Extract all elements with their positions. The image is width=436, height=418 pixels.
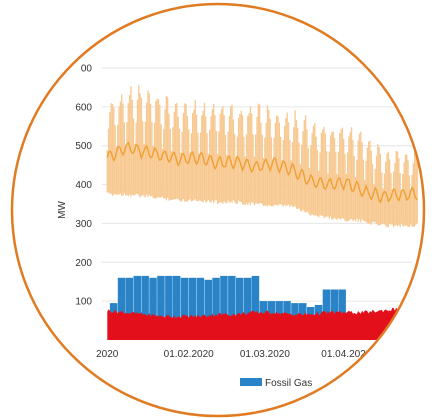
fossil-gas-bar: [133, 275, 141, 340]
fossil-gas-bar: [212, 277, 220, 340]
legend-swatch-fossil-gas: [240, 378, 262, 386]
circular-frame-ring: [10, 2, 426, 418]
fossil-gas-bar: [157, 275, 165, 340]
y-tick-labels: 100 200 300 400 500 600 00: [75, 64, 92, 308]
fossil-gas-bar: [188, 277, 197, 340]
y-tick-label: 200: [75, 258, 92, 269]
y-axis-title: MW: [57, 201, 68, 219]
fossil-gas-bar: [125, 277, 134, 340]
fossil-gas-bar: [228, 275, 236, 340]
fossil-gas-bar: [117, 277, 126, 340]
fossil-gas-bar: [204, 279, 212, 340]
fossil-gas-bar: [196, 277, 205, 340]
fossil-gas-bar: [236, 277, 244, 340]
fossil-gas-bar: [165, 275, 173, 340]
fossil-gas-bar: [243, 277, 252, 340]
y-tick-label: 00: [81, 64, 93, 75]
range-band-layer: [106, 85, 418, 228]
average-line: [106, 141, 418, 204]
fossil-gas-bar: [220, 275, 228, 340]
red-series-area: [107, 306, 415, 340]
y-tick-label: 500: [75, 141, 92, 152]
x-tick-label: 2020: [96, 349, 119, 360]
fossil-gas-bar: [180, 277, 189, 340]
legend: Fossil Gas: [240, 378, 312, 389]
legend-label-fossil-gas: Fossil Gas: [265, 378, 312, 389]
y-tick-label: 300: [75, 219, 92, 230]
x-tick-labels: 2020 01.02.2020 01.03.2020 01.04.2020: [96, 349, 372, 360]
fossil-gas-bar: [172, 275, 181, 340]
fossil-gas-bar: [251, 275, 260, 340]
red-series-layer: [107, 306, 415, 340]
y-tick-label: 600: [75, 102, 92, 113]
y-tick-label: 400: [75, 180, 92, 191]
fossil-gas-bar: [149, 277, 157, 340]
y-tick-label: 100: [75, 297, 92, 308]
fossil-gas-bar: [141, 275, 149, 340]
average-line-layer: [106, 141, 418, 204]
x-tick-label: 01.03.2020: [240, 349, 290, 360]
x-tick-label: 01.02.2020: [164, 349, 214, 360]
x-tick-label: 01.04.2020: [321, 349, 371, 360]
